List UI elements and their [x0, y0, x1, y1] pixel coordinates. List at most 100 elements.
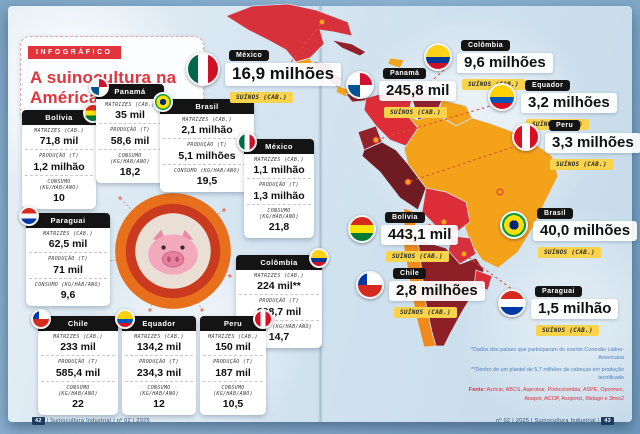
consumo-value: 12	[153, 398, 165, 410]
matrizes-value: 233 mil	[60, 341, 96, 354]
matrizes-value: 2,1 milhão	[181, 124, 233, 137]
suinos-tag: SUÍNOS (CAB.)	[538, 247, 601, 258]
stat-card-equador: Equador MATRIZES (CAB.) 134,2 mil PRODUÇÃ…	[115, 309, 196, 415]
matrizes-label: MATRIZES (CAB.)	[53, 334, 103, 340]
producao-label: PRODUÇÃO (T)	[39, 153, 79, 160]
card-country: México	[244, 139, 314, 154]
producao-label: PRODUÇÃO (T)	[213, 359, 253, 366]
footnotes: *Dados dos países que participaram do ev…	[454, 346, 624, 403]
producao-label: PRODUÇÃO (T)	[259, 182, 299, 189]
matrizes-value: 224 mil**	[257, 280, 301, 293]
producao-label: PRODUÇÃO (T)	[187, 142, 227, 149]
callout-panama: Panamá 245,8 mil SUÍNOS (CAB.)	[346, 62, 457, 119]
matrizes-label: MATRIZES (CAB.)	[254, 157, 304, 163]
kicker-badge: INFOGRÁFICO	[28, 46, 121, 59]
panama-flag-icon	[89, 77, 109, 97]
footnote-2: **Dentro de um plantel de 5,7 milhões de…	[471, 367, 624, 382]
callout-brasil: Brasil 40,0 milhões SUÍNOS (CAB.)	[500, 202, 638, 259]
consumo-label: CONSUMO (KG/HAB/ANO)	[110, 152, 150, 165]
consumo-value: 10,5	[222, 398, 244, 410]
card-country: Equador	[122, 316, 196, 331]
callout-country: Bolívia	[385, 212, 425, 223]
matrizes-label: MATRIZES (CAB.)	[43, 231, 93, 237]
mexico-flag-icon	[186, 52, 220, 86]
callout-country: Panamá	[383, 68, 427, 79]
producao-value: 234,3 mil	[136, 366, 182, 379]
callout-value: 9,6 milhões	[457, 53, 553, 73]
matrizes-value: 1,1 milhão	[253, 164, 305, 177]
card-country: Peru	[200, 316, 266, 331]
footer-right: nº 02 | 2025 | Suinocultura Industrial |…	[496, 417, 614, 425]
source-text: Acricar, ABCS, Asprobar, Porkcolombia, A…	[486, 387, 624, 402]
callout-country: Peru	[549, 120, 581, 131]
producao-value: 71 mil	[53, 263, 83, 276]
page-number-right: 43	[601, 417, 614, 425]
footnote-1: *Dados dos países que participaram do ev…	[470, 347, 624, 362]
consumo-value: 19,5	[196, 174, 218, 187]
matrizes-value: 134,2 mil	[136, 341, 182, 354]
equador-flag-icon	[488, 83, 516, 111]
matrizes-label: MATRIZES (CAB.)	[208, 334, 258, 340]
consumo-label: CONSUMO (KG/HAB/ANO)	[213, 384, 253, 397]
consumo-value: 9,6	[60, 288, 76, 301]
callout-chile: Chile 2,8 milhões SUÍNOS (CAB.)	[356, 262, 485, 319]
card-country: Colômbia	[236, 255, 322, 270]
peru-flag-icon	[253, 309, 273, 329]
matrizes-label: MATRIZES (CAB.)	[105, 102, 155, 108]
matrizes-value: 71,8 mil	[39, 135, 79, 148]
callout-country: México	[229, 50, 270, 61]
matrizes-value: 35 mil	[115, 109, 145, 122]
matrizes-label: MATRIZES (CAB.)	[182, 117, 232, 123]
card-country: Bolívia	[22, 110, 96, 125]
callout-value: 1,5 milhão	[531, 299, 619, 319]
producao-value: 5,1 milhões	[178, 149, 236, 162]
producao-value: 58,6 mil	[110, 134, 150, 147]
callout-value: 3,3 milhões	[545, 133, 640, 153]
producao-value: 1,2 milhão	[33, 160, 85, 173]
matrizes-label: MATRIZES (CAB.)	[134, 334, 184, 340]
consumo-value: 22	[72, 398, 84, 410]
producao-value: 585,4 mil	[55, 366, 101, 379]
paraguai-flag-icon	[19, 206, 39, 226]
callout-bolivia: Bolívia 443,1 mil SUÍNOS (CAB.)	[348, 206, 459, 263]
callout-country: Paraguai	[535, 286, 582, 297]
producao-label: PRODUÇÃO (T)	[139, 359, 179, 366]
callout-mexico: México 16,9 milhões SUÍNOS (CAB.)	[186, 44, 342, 104]
matrizes-label: MATRIZES (CAB.)	[34, 128, 84, 134]
stat-card-chile: Chile MATRIZES (CAB.) 233 mil PRODUÇÃO (T…	[31, 309, 118, 415]
stat-card-panama: Panamá MATRIZES (CAB.) 35 mil PRODUÇÃO (T…	[89, 77, 164, 183]
suinos-tag: SUÍNOS (CAB.)	[394, 307, 457, 318]
page-number-left: 42	[32, 417, 45, 425]
callout-peru: Peru 3,3 milhões SUÍNOS (CAB.)	[512, 114, 640, 171]
consumo-value: 10	[53, 192, 65, 204]
card-country: Panamá	[96, 84, 164, 99]
footer-left: 42 | Suinocultura Industrial | nº 02 | 2…	[32, 417, 150, 425]
chile-flag-icon	[356, 271, 384, 299]
callout-country: Chile	[393, 268, 427, 279]
callout-value: 245,8 mil	[379, 81, 457, 101]
consumo-label: CONSUMO (KG/HAB/ANO)	[39, 178, 79, 191]
pig-medallion	[114, 192, 232, 310]
bolivia-flag-icon	[348, 215, 376, 243]
page-fold	[318, 6, 323, 422]
stat-card-bolivia: Bolívia MATRIZES (CAB.) 71,8 mil PRODUÇÃO…	[22, 103, 103, 209]
matrizes-value: 150 mil	[215, 341, 251, 354]
equador-flag-icon	[115, 309, 135, 329]
pig-icon	[115, 193, 231, 309]
callout-value: 2,8 milhões	[389, 281, 485, 301]
stat-card-mexico: México MATRIZES (CAB.) 1,1 milhão PRODUÇÃ…	[237, 132, 314, 238]
footer-left-text: | Suinocultura Industrial | nº 02 | 2025	[46, 418, 150, 424]
colombia-flag-icon	[309, 248, 329, 268]
consumo-label: CONSUMO (KG/HAB/ANO)	[173, 167, 241, 174]
callout-value: 3,2 milhões	[521, 93, 617, 113]
producao-value: 1,3 milhão	[253, 189, 305, 202]
callout-country: Colômbia	[461, 40, 511, 51]
callout-value: 16,9 milhões	[225, 63, 342, 86]
consumo-value: 21,8	[268, 221, 290, 233]
stat-card-paraguai: Paraguai MATRIZES (CAB.) 62,5 mil PRODUÇÃ…	[19, 206, 110, 306]
consumo-label: CONSUMO (KG/HAB/ANO)	[139, 384, 179, 397]
peru-flag-icon	[512, 123, 540, 151]
callout-country: Equador	[525, 80, 571, 91]
footer-right-text: nº 02 | 2025 | Suinocultura Industrial |	[496, 418, 600, 424]
suinos-tag: SUÍNOS (CAB.)	[386, 251, 449, 262]
